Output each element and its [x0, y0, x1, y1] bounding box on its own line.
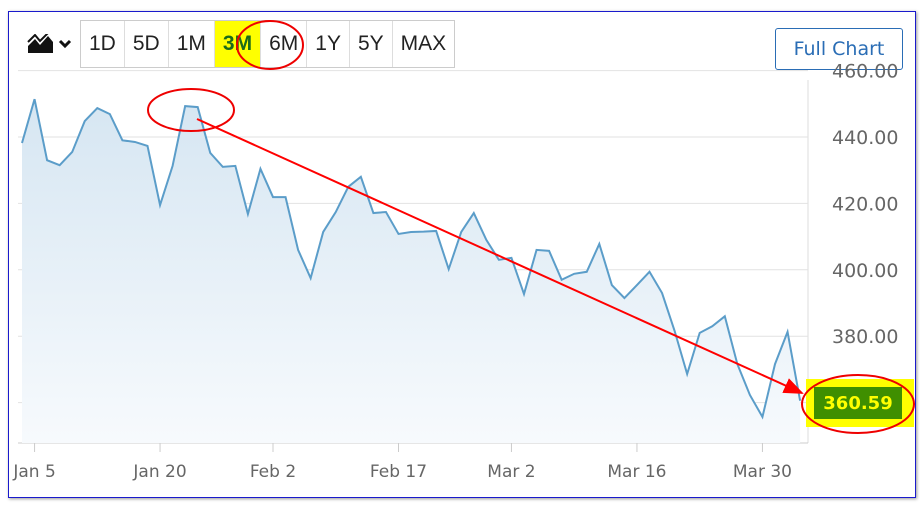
range-1d[interactable]: 1D	[81, 21, 125, 67]
x-tick-label: Mar 2	[487, 462, 535, 482]
price-area	[22, 99, 801, 443]
range-5d[interactable]: 5D	[125, 21, 169, 67]
last-price-label: 360.59	[814, 387, 902, 419]
y-tick-label: 380.00	[832, 326, 898, 348]
y-tick-label: 460.00	[832, 61, 898, 83]
range-1y[interactable]: 1Y	[307, 21, 350, 67]
x-tick-label: Mar 30	[733, 462, 792, 482]
range-5y[interactable]: 5Y	[350, 21, 393, 67]
full-chart-button[interactable]: Full Chart	[775, 28, 903, 70]
x-tick-label: Feb 2	[250, 462, 296, 482]
x-tick-label: Jan 20	[132, 462, 186, 482]
y-tick-label: 420.00	[832, 193, 898, 215]
chevron-down-icon	[58, 39, 71, 49]
y-tick-label: 400.00	[832, 260, 898, 282]
range-max[interactable]: MAX	[400, 32, 447, 55]
chart-type-dropdown[interactable]	[18, 21, 80, 67]
x-tick-label: Feb 17	[370, 462, 427, 482]
area-chart-icon	[26, 34, 53, 53]
range-1m[interactable]: 1M	[169, 21, 215, 67]
last-price-highlight: 360.59	[806, 379, 914, 427]
x-tick-label: Mar 16	[607, 462, 666, 482]
y-tick-label: 440.00	[832, 127, 898, 149]
x-tick-label: Jan 5	[12, 462, 55, 482]
